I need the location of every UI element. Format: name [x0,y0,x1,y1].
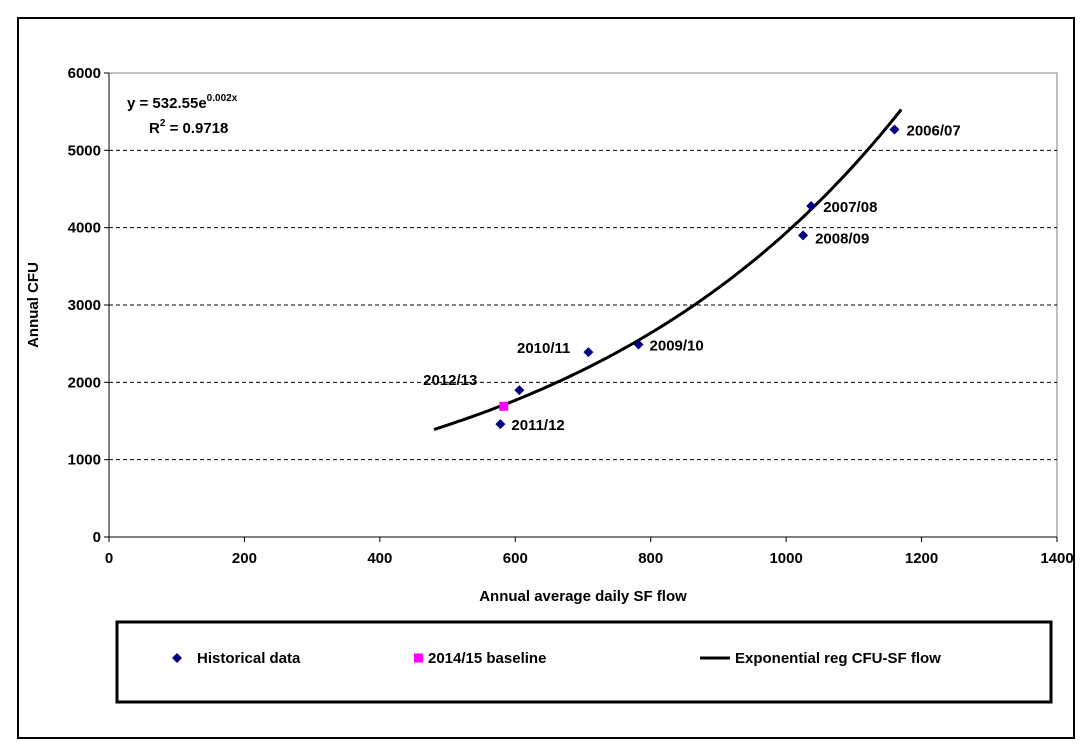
y-tick-label: 5000 [68,142,101,159]
x-tick-labels: 0 200 400 600 800 1000 1200 1400 [105,550,1074,567]
baseline-point [499,401,509,411]
y-tick-label: 3000 [68,297,101,314]
y-tick-label: 4000 [68,220,101,237]
gridlines [109,149,1057,461]
historical-point [806,201,817,212]
legend: Historical data 2014/15 baseline Exponenti… [172,650,941,667]
equation-exponent: 0.002x [207,93,238,104]
x-tick-label: 0 [105,550,113,567]
data-label: 2009/10 [650,337,704,354]
trendline [433,108,903,431]
data-label: 2012/13 [423,372,477,389]
legend-historical-label: Historical data [197,650,301,667]
historical-point [798,230,809,241]
r-squared: R2 = 0.9718 [149,118,228,137]
legend-historical-marker [172,653,182,663]
equation-main: y = 532.55e [127,95,207,112]
data-label: 2011/12 [511,417,564,434]
legend-box [115,620,1053,704]
data-label: 2007/08 [823,199,877,216]
y-tick-labels: 0 1000 2000 3000 4000 5000 6000 [68,65,101,546]
y-axis-title: Annual CFU [25,262,42,348]
y-tick-label: 1000 [68,452,101,469]
historical-point [583,347,594,358]
data-label: 2008/09 [815,230,869,247]
r2-value: = 0.9718 [165,120,228,137]
r2-prefix: R [149,120,160,137]
y-tick-label: 6000 [68,65,101,82]
trend-equation: y = 532.55e0.002x [127,93,238,112]
data-labels: 2006/07 2007/08 2008/09 2009/10 2010/11 2011/… [423,122,961,434]
axes [104,72,1058,542]
y-tick-label: 2000 [68,374,101,391]
legend-trend-label: Exponential reg CFU-SF flow [735,650,941,667]
x-tick-label: 1400 [1040,550,1073,567]
legend-baseline-marker [414,653,423,663]
x-tick-label: 600 [503,550,528,567]
x-tick-label: 1000 [769,550,802,567]
historical-point [514,385,525,396]
legend-baseline-label: 2014/15 baseline [428,650,546,667]
y-tick-label: 0 [93,529,101,546]
data-label: 2006/07 [906,122,960,139]
x-tick-label: 800 [638,550,663,567]
data-label: 2010/11 [517,340,570,357]
historical-point [495,419,506,430]
historical-point [633,339,644,350]
x-tick-label: 400 [367,550,392,567]
historical-point [889,124,900,135]
data-points [495,124,900,430]
r2-sup: 2 [160,118,166,129]
x-tick-label: 200 [232,550,257,567]
x-axis-title: Annual average daily SF flow [479,588,687,605]
x-tick-label: 1200 [905,550,938,567]
